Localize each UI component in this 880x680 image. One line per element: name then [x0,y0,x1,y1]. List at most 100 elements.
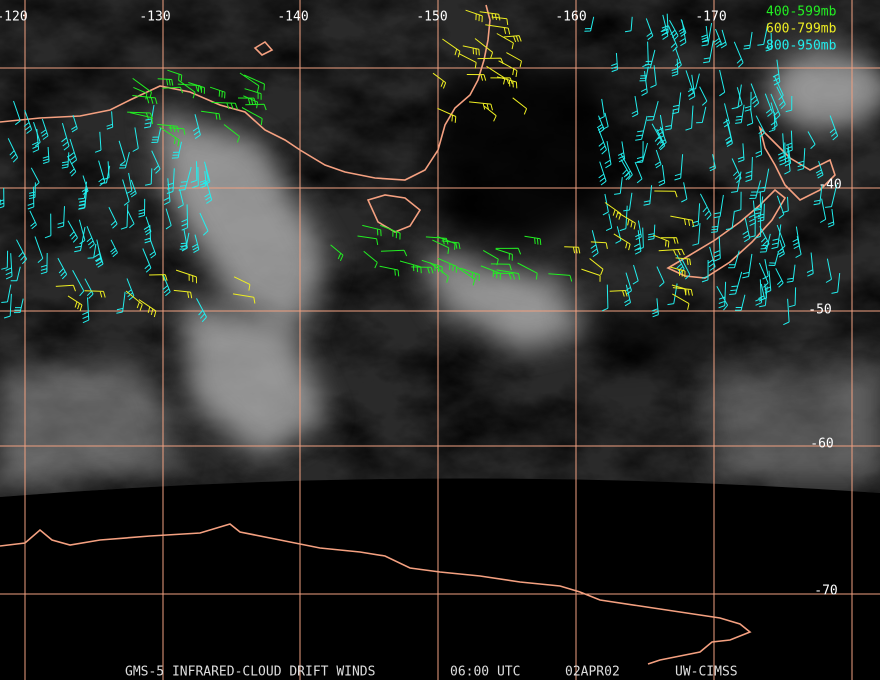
wind-barb [759,233,771,253]
wind-barb [742,253,753,279]
wind-barb [496,33,514,50]
wind-barb [759,226,770,249]
wind-barb [597,128,607,155]
wind-barb [786,264,796,283]
wind-barbs [0,9,841,326]
wind-barb [764,93,773,117]
wind-barb [126,172,133,195]
wind-barb [13,298,24,314]
wind-barb [495,248,513,261]
wind-barb [754,191,761,210]
wind-barb [711,217,720,233]
wind-barb [590,241,608,249]
wind-barb [144,105,155,129]
wind-barb [779,142,786,166]
wind-barb [734,294,746,311]
wind-barb [379,265,400,277]
wind-barb [660,237,679,244]
longitude-label: -170 [695,10,726,25]
wind-barb [640,71,648,96]
wind-barb [126,278,135,301]
wind-barb [86,226,95,249]
wind-barb [1,250,9,270]
wind-barb [777,239,785,258]
footer-text: 02APR02 [565,665,620,680]
wind-barb [624,284,631,307]
wind-barb [162,274,171,297]
wind-barb [605,213,613,232]
wind-barb [119,151,130,169]
wind-barb [166,168,175,194]
wind-barb [759,286,768,308]
wind-barb [775,268,784,288]
wind-barb [825,258,832,283]
wind-barb [645,18,654,41]
wind-barb [82,297,90,324]
wind-barb [687,74,696,101]
wind-barb [3,293,12,319]
wind-barb [685,70,694,97]
wind-barb [209,86,226,99]
wind-barb [731,158,742,184]
wind-barb [776,195,785,219]
wind-barb [165,208,172,230]
wind-barb [733,41,744,68]
wind-barb [757,203,765,222]
wind-barb [602,193,609,216]
wind-barb [103,161,110,181]
wind-barb [716,285,729,311]
wind-barb [232,293,256,304]
wind-barb [723,103,730,128]
wind-barb [758,168,770,193]
wind-barb [669,266,686,278]
wind-barb [460,267,480,281]
wind-barb [67,155,77,177]
wind-barb [819,198,827,223]
wind-barb [490,263,512,271]
wind-barb [755,134,763,158]
wind-barb [654,149,662,169]
wind-barb [656,114,665,140]
wind-barb [181,229,188,252]
cloud-imagery [0,0,880,497]
wind-barb [660,14,669,40]
wind-barb [672,287,693,296]
wind-barb [654,190,678,198]
wind-barb [133,86,148,100]
wind-barb [635,115,648,141]
wind-barb [604,202,622,220]
wind-barb [707,246,716,271]
wind-barb [496,76,518,89]
wind-barb [620,153,633,180]
wind-barb [23,109,33,134]
wind-barb [16,239,28,265]
wind-barb [737,143,745,163]
legend-entry: 800-950mb [766,39,837,54]
wind-barb [782,196,789,214]
wind-barb [658,165,666,187]
wind-barb [177,188,184,209]
wind-barb [598,161,607,186]
wind-barb [40,252,48,275]
wind-barb [196,298,207,323]
wind-barb [483,105,497,122]
wind-barb [651,123,664,150]
wind-barb [78,188,88,210]
wind-barb [466,74,487,81]
wind-barb [596,115,605,134]
wind-barb [245,103,267,111]
wind-barb [71,114,78,133]
wind-barb [625,272,632,295]
wind-barb [204,161,211,186]
wind-barb [720,29,727,49]
wind-barb [524,235,542,246]
wind-barb [94,239,102,266]
wind-barb [613,233,631,251]
wind-barb [29,210,37,230]
wind-barb [748,200,756,227]
wind-barb [84,290,106,298]
wind-barb [87,243,97,259]
wind-barb [40,118,49,140]
wind-barb [204,181,213,204]
